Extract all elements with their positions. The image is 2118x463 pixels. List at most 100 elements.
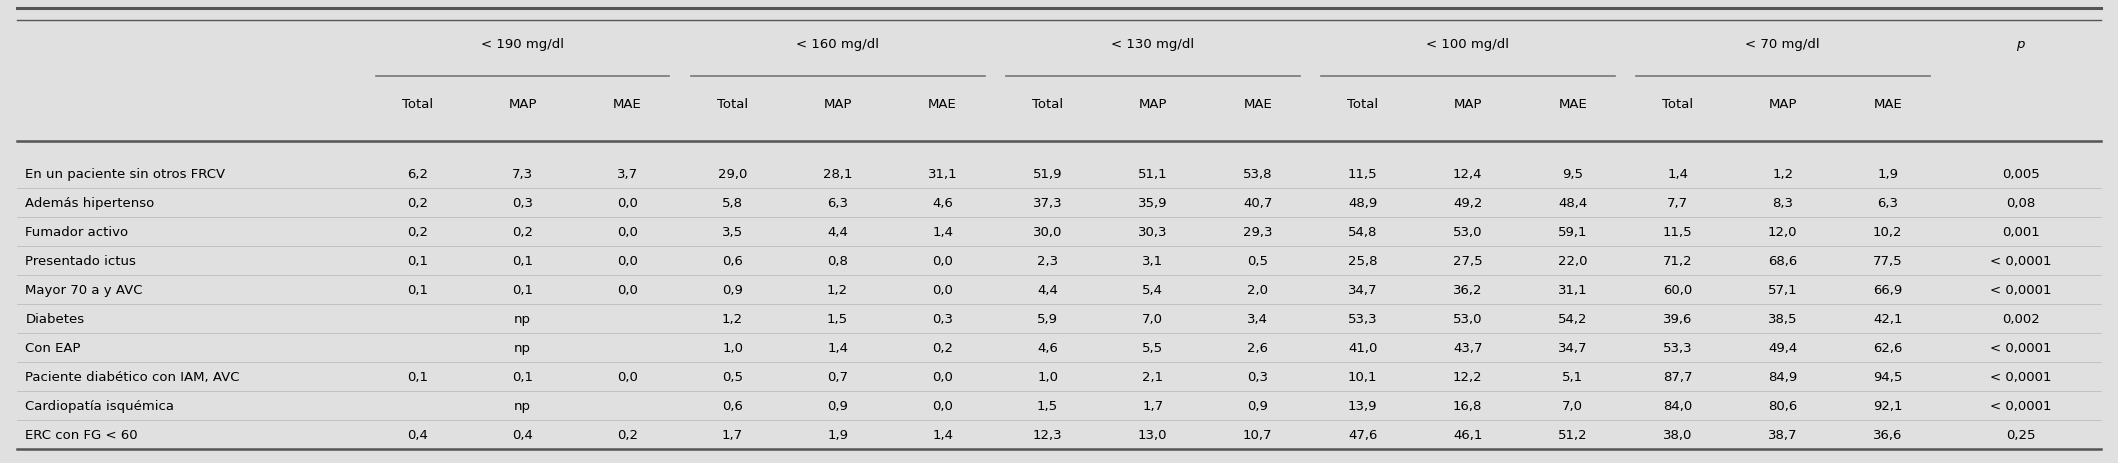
Text: 66,9: 66,9: [1872, 283, 1902, 296]
Text: < 0,0001: < 0,0001: [1991, 399, 2052, 412]
Text: 0,2: 0,2: [513, 225, 534, 238]
Text: 3,5: 3,5: [722, 225, 743, 238]
Text: 38,0: 38,0: [1663, 428, 1692, 441]
Text: 43,7: 43,7: [1453, 341, 1483, 354]
Text: 0,1: 0,1: [513, 370, 534, 383]
Text: MAE: MAE: [928, 98, 957, 111]
Text: 1,4: 1,4: [932, 428, 953, 441]
Text: 59,1: 59,1: [1559, 225, 1586, 238]
Text: 0,001: 0,001: [2002, 225, 2040, 238]
Text: En un paciente sin otros FRCV: En un paciente sin otros FRCV: [25, 168, 225, 181]
Text: 0,3: 0,3: [1248, 370, 1269, 383]
Text: < 0,0001: < 0,0001: [1991, 255, 2052, 268]
Text: 48,4: 48,4: [1559, 197, 1586, 210]
Text: 16,8: 16,8: [1453, 399, 1483, 412]
Text: < 0,0001: < 0,0001: [1991, 341, 2052, 354]
Text: 1,2: 1,2: [722, 313, 743, 325]
Text: 30,0: 30,0: [1034, 225, 1063, 238]
Text: 57,1: 57,1: [1769, 283, 1798, 296]
Text: 4,6: 4,6: [1038, 341, 1059, 354]
Text: 0,2: 0,2: [932, 341, 953, 354]
Text: 0,2: 0,2: [616, 428, 638, 441]
Text: Total: Total: [1663, 98, 1692, 111]
Text: 3,1: 3,1: [1142, 255, 1163, 268]
Text: 37,3: 37,3: [1034, 197, 1063, 210]
Text: MAE: MAE: [614, 98, 642, 111]
Text: Diabetes: Diabetes: [25, 313, 85, 325]
Text: 1,4: 1,4: [932, 225, 953, 238]
Text: 0,002: 0,002: [2002, 313, 2040, 325]
Text: < 0,0001: < 0,0001: [1991, 283, 2052, 296]
Text: 0,7: 0,7: [828, 370, 847, 383]
Text: 5,5: 5,5: [1142, 341, 1163, 354]
Text: 54,8: 54,8: [1347, 225, 1377, 238]
Text: np: np: [515, 313, 532, 325]
Text: 54,2: 54,2: [1559, 313, 1586, 325]
Text: 42,1: 42,1: [1872, 313, 1902, 325]
Text: 10,7: 10,7: [1243, 428, 1273, 441]
Text: 28,1: 28,1: [822, 168, 851, 181]
Text: 1,5: 1,5: [826, 313, 847, 325]
Text: < 100 mg/dl: < 100 mg/dl: [1425, 38, 1510, 50]
Text: 0,1: 0,1: [407, 255, 428, 268]
Text: 2,1: 2,1: [1142, 370, 1163, 383]
Text: 39,6: 39,6: [1663, 313, 1692, 325]
Text: 12,4: 12,4: [1453, 168, 1483, 181]
Text: 49,4: 49,4: [1769, 341, 1798, 354]
Text: 92,1: 92,1: [1872, 399, 1902, 412]
Text: 47,6: 47,6: [1347, 428, 1377, 441]
Text: 60,0: 60,0: [1663, 283, 1692, 296]
Text: 31,1: 31,1: [1559, 283, 1588, 296]
Text: MAE: MAE: [1243, 98, 1273, 111]
Text: 5,9: 5,9: [1038, 313, 1059, 325]
Text: 0,3: 0,3: [513, 197, 534, 210]
Text: 0,8: 0,8: [828, 255, 847, 268]
Text: 38,5: 38,5: [1769, 313, 1798, 325]
Text: 53,0: 53,0: [1453, 225, 1483, 238]
Text: 1,7: 1,7: [1142, 399, 1163, 412]
Text: 2,3: 2,3: [1038, 255, 1059, 268]
Text: MAP: MAP: [508, 98, 536, 111]
Text: 0,6: 0,6: [722, 399, 743, 412]
Text: 53,3: 53,3: [1663, 341, 1692, 354]
Text: 7,3: 7,3: [513, 168, 534, 181]
Text: 29,3: 29,3: [1243, 225, 1273, 238]
Text: < 160 mg/dl: < 160 mg/dl: [796, 38, 879, 50]
Text: 46,1: 46,1: [1453, 428, 1483, 441]
Text: 0,3: 0,3: [932, 313, 953, 325]
Text: 12,2: 12,2: [1453, 370, 1483, 383]
Text: MAP: MAP: [824, 98, 851, 111]
Text: 51,1: 51,1: [1137, 168, 1167, 181]
Text: 8,3: 8,3: [1773, 197, 1794, 210]
Text: 4,4: 4,4: [1038, 283, 1059, 296]
Text: MAP: MAP: [1453, 98, 1483, 111]
Text: 38,7: 38,7: [1769, 428, 1798, 441]
Text: Además hipertenso: Además hipertenso: [25, 197, 155, 210]
Text: 2,0: 2,0: [1248, 283, 1269, 296]
Text: 0,1: 0,1: [513, 283, 534, 296]
Text: 1,7: 1,7: [722, 428, 743, 441]
Text: 36,2: 36,2: [1453, 283, 1483, 296]
Text: Fumador activo: Fumador activo: [25, 225, 129, 238]
Text: 0,9: 0,9: [722, 283, 743, 296]
Text: 84,9: 84,9: [1769, 370, 1798, 383]
Text: 49,2: 49,2: [1453, 197, 1483, 210]
Text: np: np: [515, 399, 532, 412]
Text: 22,0: 22,0: [1559, 255, 1586, 268]
Text: 1,0: 1,0: [1038, 370, 1059, 383]
Text: 0,2: 0,2: [407, 225, 428, 238]
Text: 10,2: 10,2: [1872, 225, 1902, 238]
Text: Presentado ictus: Presentado ictus: [25, 255, 136, 268]
Text: 11,5: 11,5: [1663, 225, 1692, 238]
Text: p: p: [2016, 38, 2025, 50]
Text: 1,9: 1,9: [1877, 168, 1898, 181]
Text: 0,1: 0,1: [407, 283, 428, 296]
Text: 0,0: 0,0: [616, 255, 638, 268]
Text: MAE: MAE: [1872, 98, 1902, 111]
Text: 1,2: 1,2: [1773, 168, 1794, 181]
Text: 48,9: 48,9: [1347, 197, 1377, 210]
Text: MAP: MAP: [1137, 98, 1167, 111]
Text: 3,7: 3,7: [616, 168, 638, 181]
Text: MAP: MAP: [1769, 98, 1796, 111]
Text: Con EAP: Con EAP: [25, 341, 80, 354]
